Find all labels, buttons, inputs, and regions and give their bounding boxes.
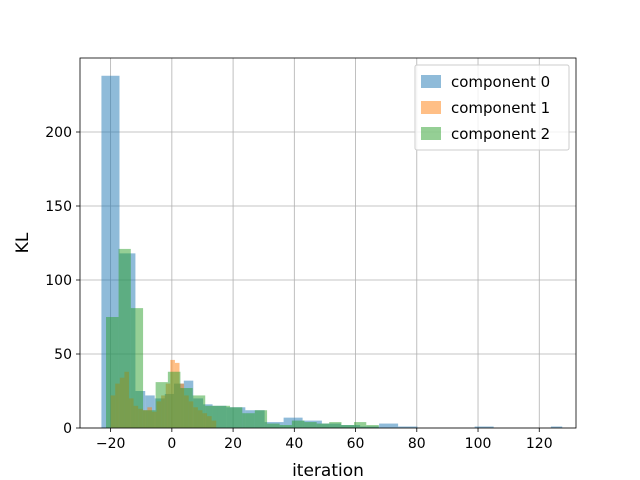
legend-label: component 2: [451, 125, 550, 143]
bar-component-2: [291, 420, 305, 428]
bar-component-2: [329, 422, 342, 428]
histogram-bars: [101, 75, 563, 428]
legend-label: component 1: [451, 99, 550, 117]
bar-component-2: [192, 395, 206, 428]
x-axis-label: iteration: [292, 461, 364, 480]
bar-component-0: [474, 426, 494, 428]
bar-component-2: [341, 425, 355, 428]
x-tick-label: −20: [96, 436, 126, 452]
bar-component-2: [118, 248, 131, 428]
bar-component-2: [230, 407, 243, 428]
bar-component-2: [366, 425, 379, 428]
bar-component-2: [354, 422, 367, 428]
bar-component-2: [155, 382, 168, 428]
legend-swatch: [421, 127, 441, 140]
bar-component-2: [167, 371, 181, 428]
x-tick-label: 80: [408, 436, 426, 452]
x-tick-label: 40: [285, 436, 303, 452]
y-tick-label: 50: [54, 347, 72, 363]
bar-component-0: [550, 426, 563, 428]
y-axis-label: KL: [13, 232, 33, 253]
bar-component-2: [205, 405, 218, 428]
y-tick-label: 150: [45, 199, 72, 215]
bar-component-2: [217, 405, 231, 428]
legend-swatch: [421, 75, 441, 88]
legend-swatch: [421, 101, 441, 114]
y-tick-label: 100: [45, 273, 72, 289]
x-tick-label: 20: [224, 436, 242, 452]
y-tick-label: 200: [45, 125, 72, 141]
bar-component-2: [130, 308, 144, 428]
bar-component-0: [398, 426, 418, 428]
bar-component-2: [267, 423, 280, 428]
axis-ticks: −20 0 20 40 60 80 100 120 0 50 100 150 200: [45, 125, 552, 452]
x-tick-label: 60: [347, 436, 365, 452]
bar-component-2: [279, 425, 292, 428]
bar-component-2: [180, 388, 193, 428]
x-tick-label: 120: [526, 436, 553, 452]
y-tick-label: 0: [63, 421, 72, 437]
x-tick-label: 0: [167, 436, 176, 452]
legend: component 0 component 1 component 2: [414, 64, 570, 151]
bar-component-2: [304, 422, 317, 428]
bar-component-2: [143, 410, 156, 428]
bar-component-2: [106, 317, 119, 428]
legend-label: component 0: [451, 73, 550, 91]
bar-component-2: [242, 413, 255, 428]
bar-component-2: [316, 423, 330, 428]
legend-box: [414, 64, 570, 151]
x-tick-label: 100: [465, 436, 492, 452]
plot-frame: [79, 57, 577, 429]
bar-component-0: [379, 423, 399, 428]
bar-component-2: [254, 410, 268, 428]
